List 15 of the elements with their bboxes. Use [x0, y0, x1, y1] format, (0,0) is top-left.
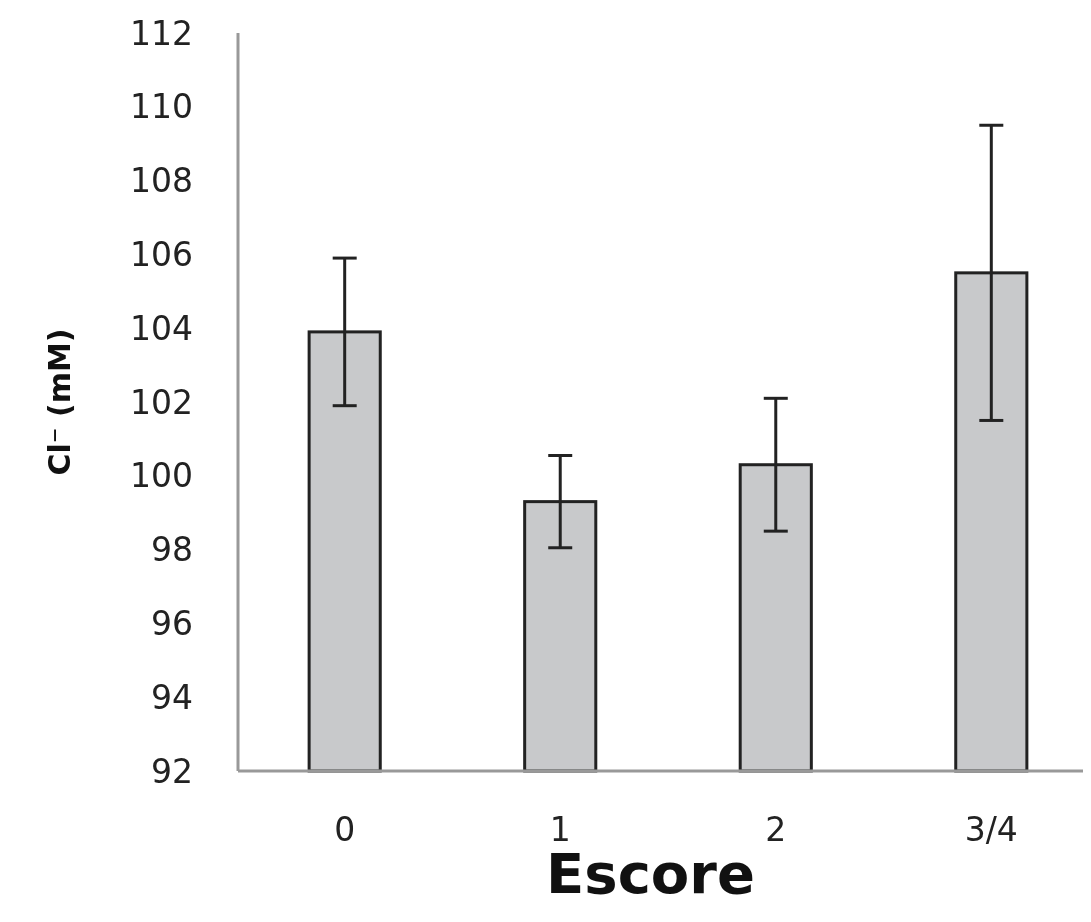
y-tick-label: 94	[151, 677, 193, 717]
y-tick-label: 96	[151, 603, 193, 643]
y-axis-title: Cl⁻ (mM)	[42, 328, 77, 476]
x-tick-label: 3/4	[964, 810, 1018, 849]
y-tick-label: 100	[130, 456, 193, 496]
y-tick-label: 112	[130, 13, 193, 53]
y-tick-label: 108	[130, 161, 193, 201]
y-tick-label: 98	[151, 530, 193, 570]
y-tick-label: 102	[130, 382, 193, 422]
y-tick-label: 92	[151, 751, 193, 791]
x-tick-label: 0	[334, 810, 356, 849]
y-tick-label: 110	[130, 87, 193, 127]
y-tick-label: 106	[130, 234, 193, 274]
y-tick-label: 104	[130, 308, 193, 348]
x-tick-label: 2	[765, 810, 787, 849]
